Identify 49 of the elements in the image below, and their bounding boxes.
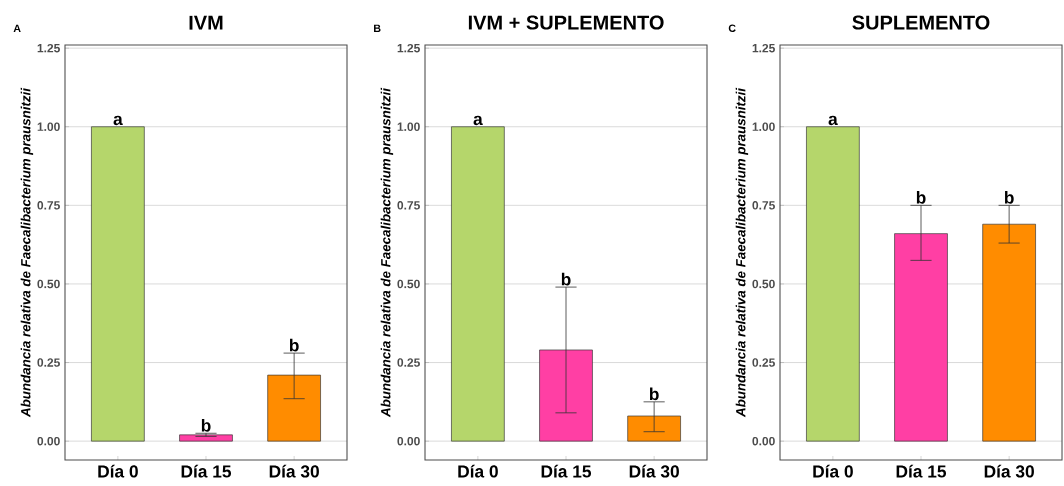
annotation: b [1004, 191, 1014, 204]
y-axis-title: Abundancia relativa de Faecalibacterium prausnitzii [380, 87, 394, 418]
text: A [13, 24, 21, 32]
y-tick-label: 0.00 [397, 436, 420, 446]
annotation: a [113, 115, 123, 126]
y-tick-label: 0.25 [752, 358, 775, 367]
y-tick-label: 0.75 [397, 201, 420, 210]
y-tick-label: 0.75 [37, 201, 60, 210]
y-tick-label: 1.00 [752, 122, 775, 131]
y-tick-label: 0.25 [397, 358, 420, 367]
y-tick-label: 0.00 [752, 436, 775, 446]
text: B [374, 24, 381, 32]
annotation: b [916, 191, 926, 204]
x-tick-label: Día 0 [813, 464, 853, 478]
annotation: b [649, 387, 659, 401]
x-tick-label: Día 30 [984, 464, 1034, 478]
y-tick-label: 0.50 [397, 279, 420, 289]
y-axis-title: Abundancia relativa de Faecalibacterium prausnitzii [20, 87, 34, 418]
x-tick-label: Día 30 [269, 464, 319, 478]
x-tick-label: Día 30 [629, 464, 679, 478]
x-tick-label: Día 0 [98, 464, 138, 478]
y-tick-label: 1.25 [397, 43, 420, 53]
annotation: a [473, 115, 483, 126]
annotation: a [828, 115, 838, 126]
y-tick-label: 1.00 [397, 122, 420, 131]
y-tick-label: 0.50 [752, 279, 775, 289]
y-tick-label: 1.25 [752, 43, 775, 53]
text: C [728, 24, 736, 32]
x-tick-label: Día 15 [181, 464, 232, 478]
y-tick-label: 0.50 [37, 279, 60, 289]
chart-title: IVM + SUPLEMENTO [468, 15, 664, 30]
bar [806, 126, 860, 442]
x-tick-label: Día 15 [541, 464, 592, 478]
y-axis-title: Abundancia relativa de Faecalibacterium prausnitzii [735, 87, 749, 418]
annotation: b [561, 272, 571, 286]
y-tick-label: 0.00 [37, 436, 60, 446]
y-tick-label: 1.00 [37, 122, 60, 131]
bar [91, 126, 145, 442]
bar [451, 126, 505, 442]
annotation: b [201, 418, 211, 432]
chart-title: SUPLEMENTO [852, 15, 990, 30]
y-tick-label: 1.25 [37, 43, 60, 53]
x-tick-label: Día 0 [458, 464, 498, 478]
x-tick-label: Día 15 [896, 464, 947, 478]
annotation: b [289, 338, 299, 352]
chart-title: IVM [189, 15, 223, 30]
y-tick-label: 0.25 [37, 358, 60, 367]
y-tick-label: 0.75 [752, 201, 775, 210]
bar [179, 434, 233, 442]
